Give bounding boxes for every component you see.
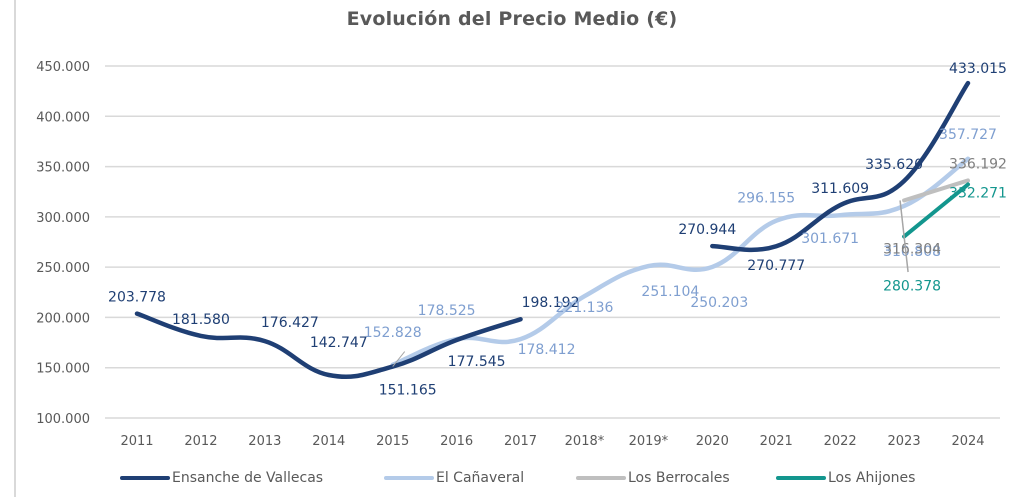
legend-swatch: [576, 476, 626, 480]
legend-swatch: [776, 476, 826, 480]
y-tick-label: 400.000: [36, 110, 90, 125]
data-label: 178.525: [418, 303, 476, 319]
legend-label: Ensanche de Vallecas: [172, 470, 324, 486]
data-label: 203.778: [108, 290, 166, 306]
chart-legend: Ensanche de Vallecas El Cañaveral Los Be…: [0, 470, 1024, 494]
series-line-los-berrocales: [902, 178, 970, 203]
x-tick-label: 2021: [760, 434, 793, 449]
data-label: 311.609: [811, 181, 869, 197]
chart-title: Evolución del Precio Medio (€): [346, 8, 678, 30]
y-tick-label: 300.000: [36, 211, 90, 226]
data-label: 310.808: [883, 244, 941, 260]
legend-label: Los Berrocales: [628, 470, 730, 486]
series-line-los-ahijones: [902, 182, 970, 239]
x-tick-label: 2016: [440, 434, 473, 449]
x-tick-label: 2013: [248, 434, 281, 449]
data-label: 181.580: [172, 312, 230, 328]
data-label: 280.378: [883, 279, 941, 295]
x-tick-label: 2022: [824, 434, 857, 449]
data-label: 151.165: [379, 383, 437, 399]
x-tick-label: 2017: [504, 434, 537, 449]
data-label: 177.545: [448, 354, 506, 370]
legend-swatch: [384, 476, 434, 480]
data-label: 270.777: [747, 258, 805, 274]
data-label: 198.192: [522, 295, 580, 311]
data-label: 316.304: [883, 241, 941, 257]
data-label: 357.727: [939, 127, 997, 143]
y-tick-label: 200.000: [36, 311, 90, 326]
legend-item-ensanche[interactable]: Ensanche de Vallecas: [120, 470, 323, 486]
data-label: 142.747: [310, 335, 368, 351]
y-tick-label: 250.000: [36, 261, 90, 276]
x-tick-label: 2012: [184, 434, 217, 449]
legend-item-canaveral[interactable]: El Cañaveral: [384, 470, 524, 486]
x-tick-label: 2019*: [629, 434, 669, 449]
data-label: 178.412: [518, 342, 576, 358]
x-tick-label: 2024: [951, 434, 984, 449]
series-line-ensanche-de-vallecas: [710, 80, 971, 253]
data-label: 335.620: [865, 157, 923, 173]
leader-line: [392, 351, 406, 367]
x-tick-label: 2011: [120, 434, 153, 449]
data-label: 433.015: [949, 61, 1007, 77]
x-tick-label: 2018*: [565, 434, 605, 449]
y-tick-label: 150.000: [36, 362, 90, 377]
data-label: 270.944: [678, 222, 736, 238]
x-tick-label: 2014: [312, 434, 345, 449]
y-tick-label: 450.000: [36, 60, 90, 75]
x-tick-label: 2015: [376, 434, 409, 449]
series-line-el-ca-averal: [390, 156, 971, 368]
data-label: 301.671: [801, 231, 859, 247]
data-label: 296.155: [737, 191, 795, 207]
data-label: 152.828: [364, 325, 422, 341]
legend-item-berrocales[interactable]: Los Berrocales: [576, 470, 730, 486]
x-tick-label: 2020: [696, 434, 729, 449]
legend-label: El Cañaveral: [436, 470, 525, 486]
chart-frame-border: [14, 0, 16, 497]
data-label: 332.271: [949, 185, 1007, 201]
y-tick-label: 350.000: [36, 161, 90, 176]
y-tick-label: 100.000: [36, 412, 90, 427]
data-label: 251.104: [641, 284, 699, 300]
legend-label: Los Ahijones: [828, 470, 916, 486]
data-label: 221.136: [556, 300, 614, 316]
data-label: 336.192: [949, 156, 1007, 172]
legend-item-ahijones[interactable]: Los Ahijones: [776, 470, 915, 486]
x-tick-label: 2023: [888, 434, 921, 449]
data-label: 176.427: [261, 315, 319, 331]
legend-swatch: [120, 476, 170, 480]
data-label: 250.203: [690, 295, 748, 311]
series-line-ensanche-de-vallecas: [134, 311, 523, 380]
leader-line: [899, 200, 909, 273]
